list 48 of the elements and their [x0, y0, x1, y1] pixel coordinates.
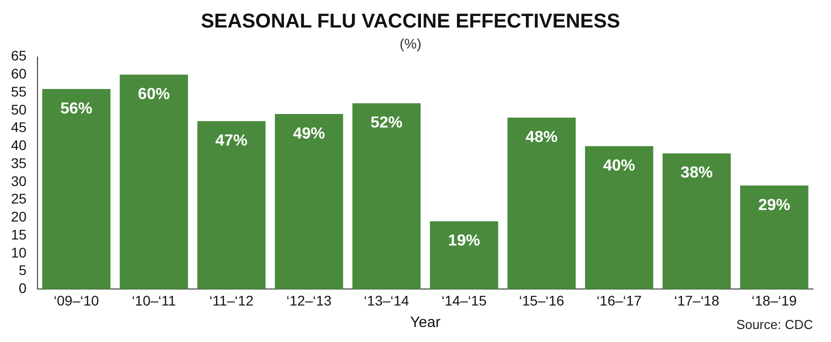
chart-title: SEASONAL FLU VACCINE EFFECTIVENESS: [200, 10, 620, 33]
bar: [120, 74, 188, 290]
y-tick-label: 40: [10, 137, 27, 154]
chart-subtitle: (%): [400, 35, 422, 52]
x-tick-label: ‘11–‘12: [209, 292, 254, 308]
y-tick-label: 10: [10, 244, 27, 260]
y-tick-label: 45: [10, 119, 27, 136]
data-label: 52%: [370, 114, 403, 132]
y-tick-label: 65: [10, 48, 27, 64]
x-tick-label: ‘18–‘19: [752, 292, 798, 308]
data-label: 60%: [138, 86, 170, 104]
data-label: 38%: [680, 164, 713, 182]
x-tick-label: ‘10–‘11: [132, 292, 176, 308]
x-tick-label: ‘13–‘14: [364, 292, 410, 308]
bar: [197, 121, 266, 290]
bar: [507, 118, 576, 290]
y-tick-label: 5: [18, 262, 27, 278]
data-label: 29%: [758, 196, 790, 214]
bar: [430, 221, 498, 290]
y-tick-label: 60: [10, 66, 27, 82]
x-tick-label: ‘12–‘13: [286, 292, 332, 308]
source-note: Source: CDC: [736, 317, 813, 332]
y-tick-label: 20: [10, 208, 27, 225]
y-tick-label: 15: [10, 226, 27, 242]
x-tick-label: ‘17–‘18: [674, 292, 720, 308]
data-label: 49%: [292, 125, 325, 142]
data-label: 48%: [526, 128, 558, 146]
bar: [585, 146, 654, 290]
x-axis-title: Year: [410, 314, 440, 332]
bar: [662, 153, 731, 290]
bar: [274, 114, 344, 290]
x-tick-label: ‘14–‘15: [441, 292, 487, 308]
x-tick-label: ‘16–‘17: [596, 292, 642, 308]
x-tick-label: ‘09–‘10: [54, 292, 100, 308]
bar: [42, 88, 110, 290]
data-label: 19%: [448, 232, 480, 250]
y-tick-label: 25: [10, 190, 27, 207]
y-tick-label: 0: [18, 280, 27, 296]
x-tick-label: ‘15–‘16: [519, 292, 564, 308]
data-label: 47%: [215, 132, 248, 150]
bar: [352, 103, 421, 290]
bar: [740, 186, 808, 290]
y-tick-label: 30: [10, 172, 27, 189]
data-label: 56%: [60, 100, 92, 118]
data-label: 40%: [603, 158, 636, 175]
y-tick-label: 35: [10, 154, 27, 171]
y-tick-label: 50: [10, 101, 27, 118]
y-tick-label: 55: [10, 83, 27, 100]
